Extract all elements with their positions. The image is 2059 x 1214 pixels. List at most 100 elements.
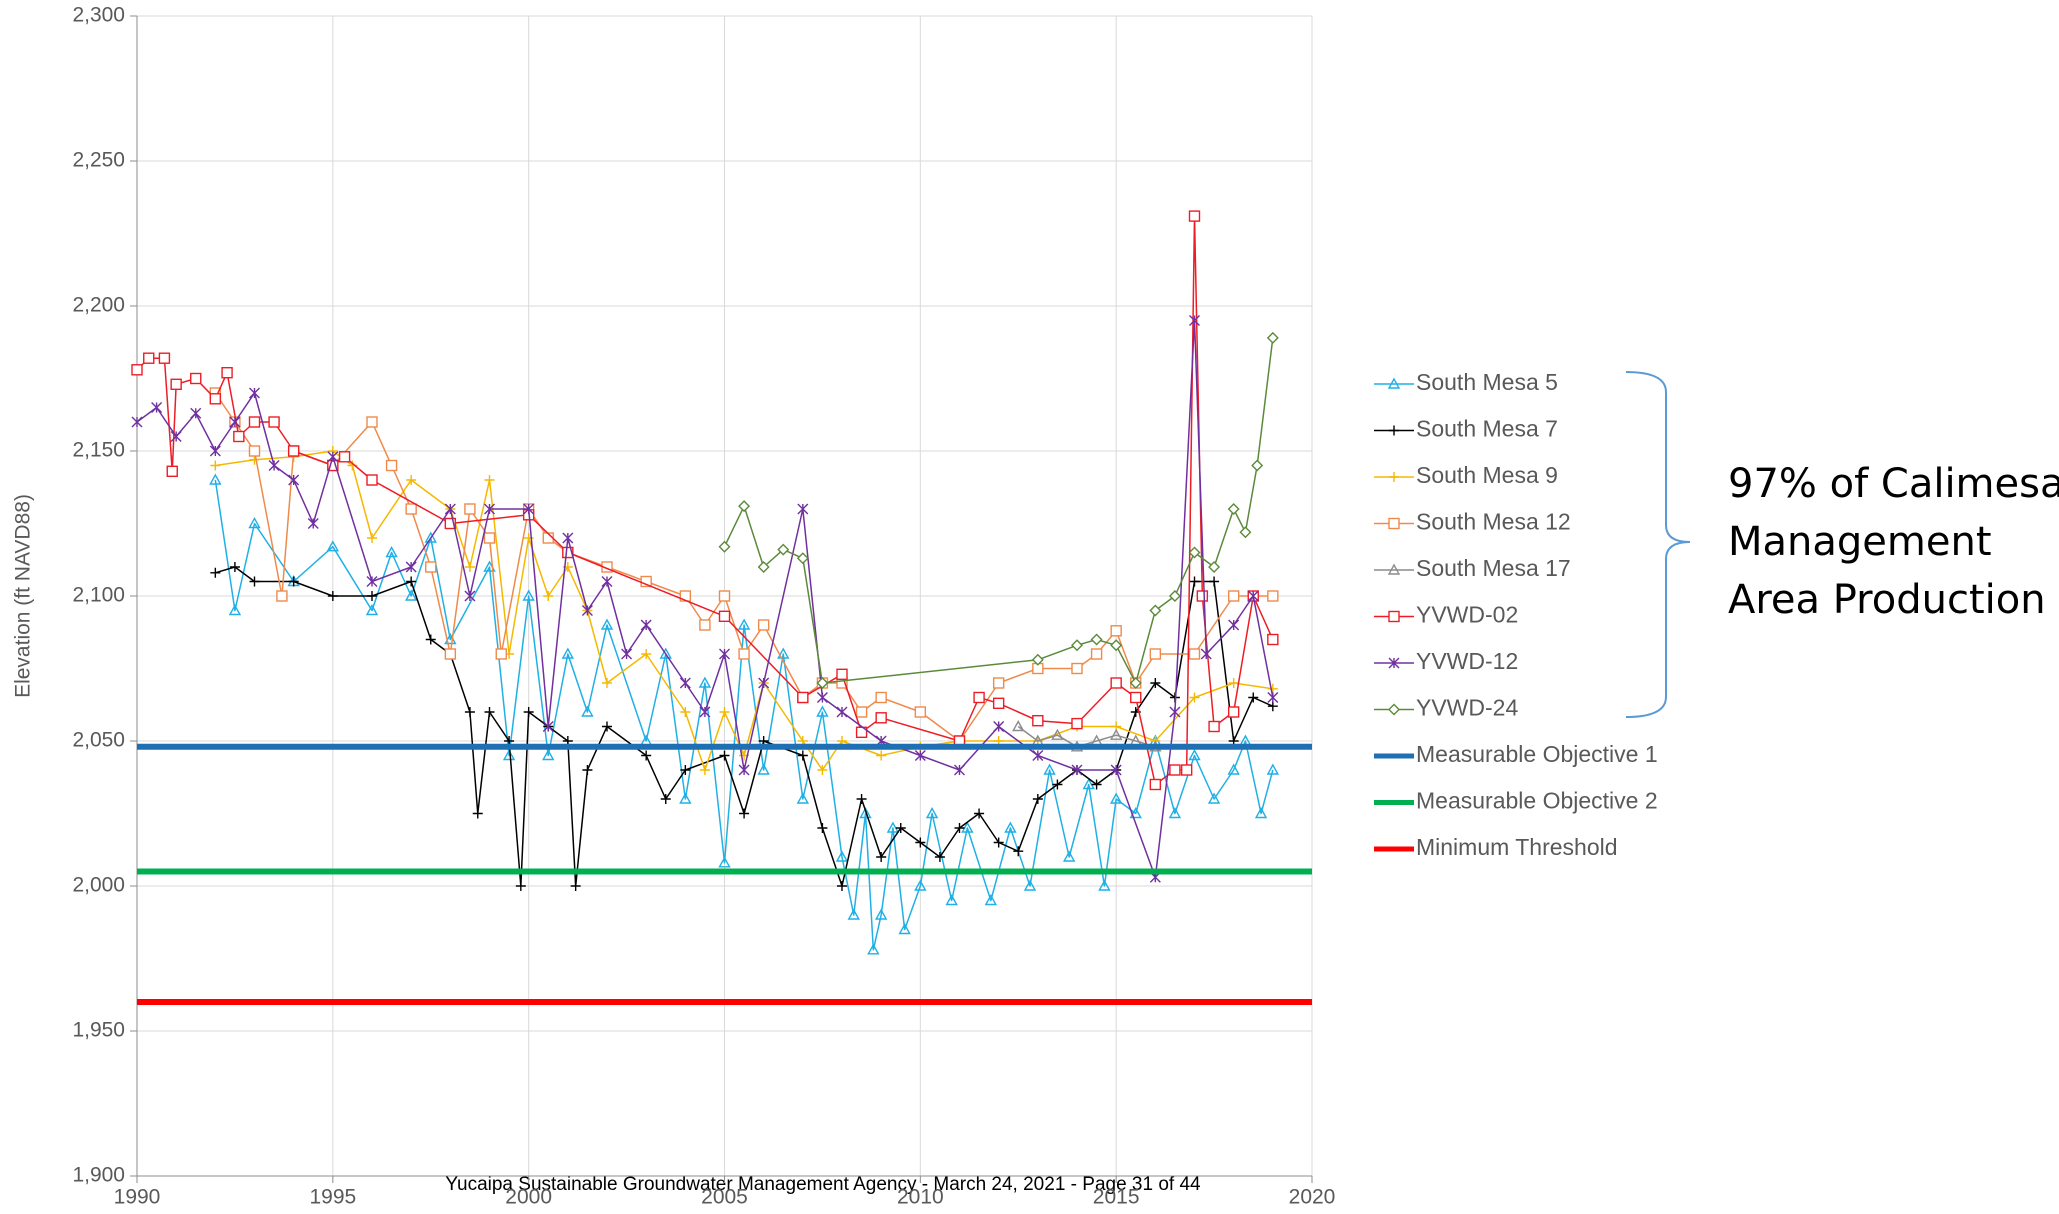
marker	[1071, 764, 1083, 776]
marker	[1267, 683, 1278, 694]
marker	[680, 707, 691, 717]
marker	[876, 750, 887, 761]
marker	[483, 532, 496, 544]
x-tick-label: 2015	[1093, 1186, 1140, 1209]
marker	[679, 792, 692, 804]
marker	[601, 576, 613, 587]
y-tick-label: 2,000	[72, 874, 125, 897]
marker	[738, 500, 751, 513]
marker	[855, 706, 868, 718]
marker	[366, 416, 378, 428]
marker	[472, 808, 483, 819]
legend-label: Measurable Objective 1	[1416, 741, 1658, 767]
marker	[581, 605, 593, 616]
marker	[602, 678, 612, 688]
marker	[464, 590, 476, 602]
marker	[1071, 662, 1083, 675]
marker	[425, 634, 436, 645]
legend-marker	[1388, 517, 1400, 530]
y-tick-label: 2,050	[72, 729, 125, 752]
marker	[268, 416, 280, 428]
marker	[757, 763, 770, 775]
annotation: Area Production	[1728, 577, 2046, 623]
y-tick-label: 1,900	[72, 1164, 125, 1187]
marker	[1196, 590, 1209, 602]
y-tick-label: 2,200	[72, 294, 125, 317]
marker	[484, 707, 495, 717]
marker	[699, 619, 711, 631]
marker	[1110, 625, 1122, 637]
x-tick-label: 2020	[1289, 1186, 1336, 1209]
marker	[777, 647, 790, 659]
marker	[248, 416, 261, 428]
marker	[1266, 763, 1280, 775]
series-line	[136, 319, 1274, 879]
marker	[1180, 764, 1193, 776]
marker	[719, 707, 730, 717]
marker	[1247, 590, 1259, 602]
marker	[582, 765, 593, 775]
marker	[326, 540, 340, 552]
marker	[817, 765, 828, 775]
marker	[796, 552, 809, 565]
marker	[158, 352, 171, 364]
marker	[796, 792, 810, 804]
annotation: Management	[1728, 519, 1992, 565]
marker	[327, 451, 339, 463]
marker	[1090, 648, 1103, 660]
marker	[1129, 677, 1142, 689]
marker	[338, 451, 351, 463]
marker	[1188, 210, 1201, 222]
series-line	[214, 392, 1273, 742]
marker	[1023, 879, 1037, 891]
marker	[307, 518, 319, 529]
marker	[660, 794, 671, 804]
marker	[131, 364, 143, 376]
marker	[600, 618, 614, 630]
marker	[680, 765, 691, 775]
marker	[1209, 576, 1220, 587]
y-axis-label: Elevation (ft NAVD88)	[12, 494, 35, 698]
legend-label: YVWD-02	[1416, 602, 1518, 628]
legend-label: South Mesa 7	[1416, 416, 1558, 442]
marker	[543, 591, 554, 601]
marker	[777, 543, 790, 556]
marker	[698, 676, 712, 688]
marker	[210, 460, 221, 471]
marker	[367, 533, 377, 543]
marker	[847, 908, 860, 920]
marker	[925, 807, 939, 819]
marker	[562, 532, 574, 544]
marker	[1169, 764, 1181, 776]
marker	[502, 749, 516, 761]
marker	[1227, 706, 1240, 718]
legend-label: South Mesa 5	[1416, 369, 1558, 395]
marker	[210, 567, 221, 578]
legend-label: Minimum Threshold	[1416, 834, 1618, 860]
marker	[1149, 778, 1162, 791]
y-tick-label: 2,100	[72, 584, 125, 607]
marker	[886, 821, 900, 833]
marker	[523, 707, 534, 717]
marker	[895, 823, 906, 833]
marker	[190, 372, 202, 385]
marker	[1266, 331, 1279, 344]
marker	[816, 692, 828, 703]
marker	[738, 648, 750, 660]
marker	[993, 721, 1005, 732]
marker	[444, 517, 457, 530]
marker	[1109, 792, 1123, 804]
marker	[993, 837, 1004, 848]
marker	[1062, 850, 1076, 862]
marker	[1032, 715, 1044, 727]
marker	[166, 465, 178, 477]
marker	[424, 531, 437, 543]
y-tick-label: 2,300	[72, 4, 125, 27]
marker	[915, 837, 926, 848]
marker	[1189, 576, 1200, 587]
marker	[221, 367, 233, 379]
legend-label: Measurable Objective 2	[1416, 788, 1658, 814]
marker	[425, 561, 437, 573]
marker	[1168, 590, 1181, 602]
marker	[143, 352, 155, 364]
